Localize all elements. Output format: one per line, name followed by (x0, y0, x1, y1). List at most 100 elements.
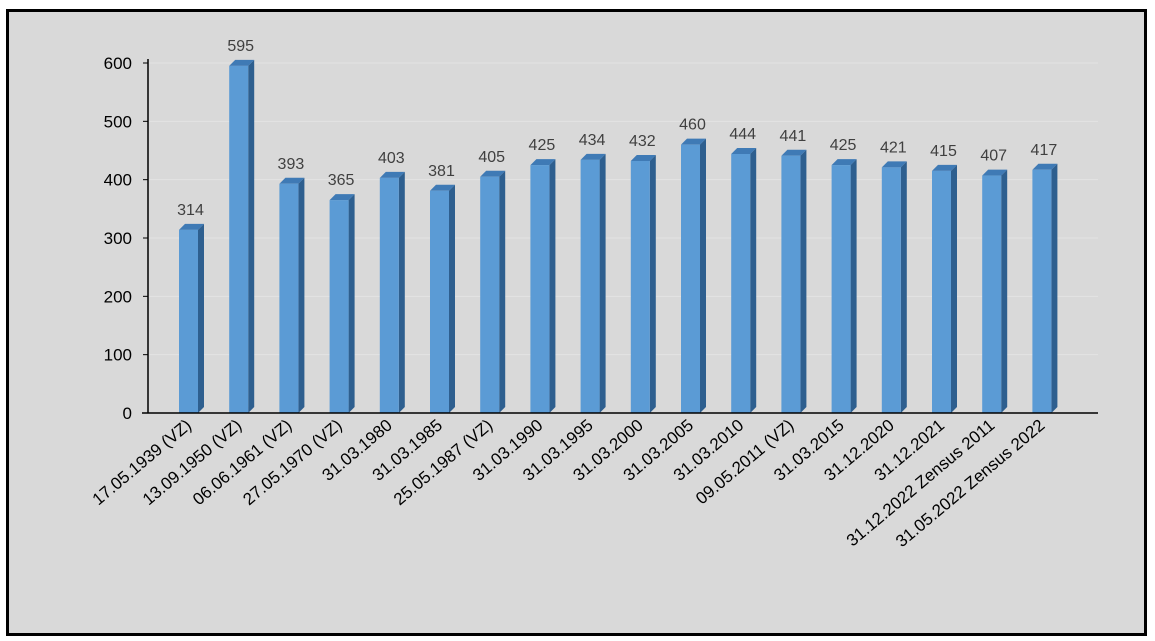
bar-front (379, 177, 399, 413)
bar-top (530, 159, 556, 166)
data-label: 407 (980, 148, 1007, 165)
bar-top (580, 153, 606, 160)
data-label: 415 (930, 143, 957, 160)
bar-front (480, 176, 500, 413)
axes (142, 59, 1098, 414)
bar-front (881, 167, 901, 413)
data-label: 405 (478, 149, 505, 166)
bar-side (398, 171, 405, 413)
y-tick-label: 500 (104, 112, 132, 131)
bar-top (831, 159, 857, 166)
bar-front (932, 170, 951, 413)
data-label: 432 (629, 133, 656, 150)
bar-top (430, 184, 455, 191)
bar-front (681, 144, 700, 413)
bar (982, 169, 1008, 413)
data-label: 421 (880, 139, 907, 156)
bar-front (530, 165, 550, 413)
y-tick-label: 400 (104, 171, 132, 190)
bar-side (1051, 163, 1058, 413)
bar-top (480, 170, 506, 177)
y-tick-label: 600 (104, 54, 132, 73)
y-tick-label: 300 (104, 229, 132, 248)
bar-top (731, 148, 757, 154)
bars (179, 59, 1058, 414)
bar-top (329, 194, 355, 201)
data-label: 595 (227, 38, 254, 55)
bar-front (1032, 169, 1052, 413)
bar (530, 159, 556, 413)
bar-side (900, 161, 907, 413)
bar-top (179, 223, 204, 230)
chart-frame: 0 100 200 300 400 500 600 17.05.1939 (VZ) 13.09… (6, 9, 1147, 636)
bar-front (179, 229, 198, 413)
bar (179, 223, 204, 413)
bar-top (630, 155, 656, 161)
bar-top (279, 177, 305, 184)
bar-front (630, 161, 650, 413)
bar-side (1001, 169, 1008, 413)
bar (430, 184, 455, 413)
data-label: 425 (529, 137, 556, 154)
bar-side (599, 153, 606, 414)
bar (229, 59, 255, 414)
bar-side (449, 184, 455, 413)
data-labels: 314 595 393 365 403 381 405 425 434 432 460 444 441 4… (177, 38, 1057, 219)
data-label: 444 (729, 126, 756, 143)
bar-side (800, 149, 807, 413)
bar-top (1032, 163, 1058, 170)
y-tick-label: 100 (104, 346, 132, 365)
bar (630, 155, 656, 413)
bar (781, 149, 807, 413)
bar-top (781, 149, 807, 156)
y-tick-labels: 0 100 200 300 400 500 600 (104, 54, 132, 423)
bar (731, 148, 757, 413)
bar-front (279, 183, 299, 413)
bar (329, 194, 355, 413)
bar-top (881, 161, 907, 168)
bar-side (348, 194, 355, 413)
bar-front (329, 200, 349, 413)
bar-side (298, 177, 305, 413)
bar (831, 159, 857, 413)
bar (279, 177, 305, 413)
bar-front (831, 165, 851, 413)
bar (681, 138, 706, 413)
data-label: 393 (278, 156, 305, 173)
bar-top (379, 171, 405, 178)
y-tick-label: 200 (104, 287, 132, 306)
bar (932, 164, 957, 413)
data-label: 425 (830, 137, 857, 154)
bar-front (430, 190, 449, 413)
data-label: 403 (378, 150, 405, 167)
bar-front (781, 155, 801, 413)
data-label: 417 (1031, 142, 1058, 159)
data-label: 434 (579, 132, 606, 149)
data-label: 365 (328, 172, 355, 189)
bar-front (731, 154, 751, 413)
bar-side (499, 170, 506, 413)
x-tick-labels: 17.05.1939 (VZ)13.09.1950 (VZ)06.06.1961… (89, 416, 1049, 551)
bar (580, 153, 606, 414)
bar-side (951, 164, 957, 413)
bar-side (198, 223, 204, 413)
bar (881, 161, 907, 413)
bar-top (681, 138, 706, 145)
y-tick-label: 0 (123, 404, 132, 423)
bar (1032, 163, 1058, 413)
bar-top (982, 169, 1008, 176)
data-label: 314 (177, 202, 204, 219)
bar-top (932, 164, 957, 171)
bar-chart: 0 100 200 300 400 500 600 17.05.1939 (VZ)13.09… (89, 38, 1098, 551)
bar-side (649, 155, 656, 413)
bar-side (850, 159, 857, 413)
bar-side (700, 138, 706, 413)
bar-front (580, 159, 600, 413)
data-label: 381 (428, 163, 455, 180)
bar (480, 170, 506, 413)
bar-side (248, 59, 255, 414)
bar-top (229, 59, 255, 66)
bar-front (229, 65, 249, 413)
bar-front (982, 175, 1002, 413)
bar-side (750, 148, 757, 413)
